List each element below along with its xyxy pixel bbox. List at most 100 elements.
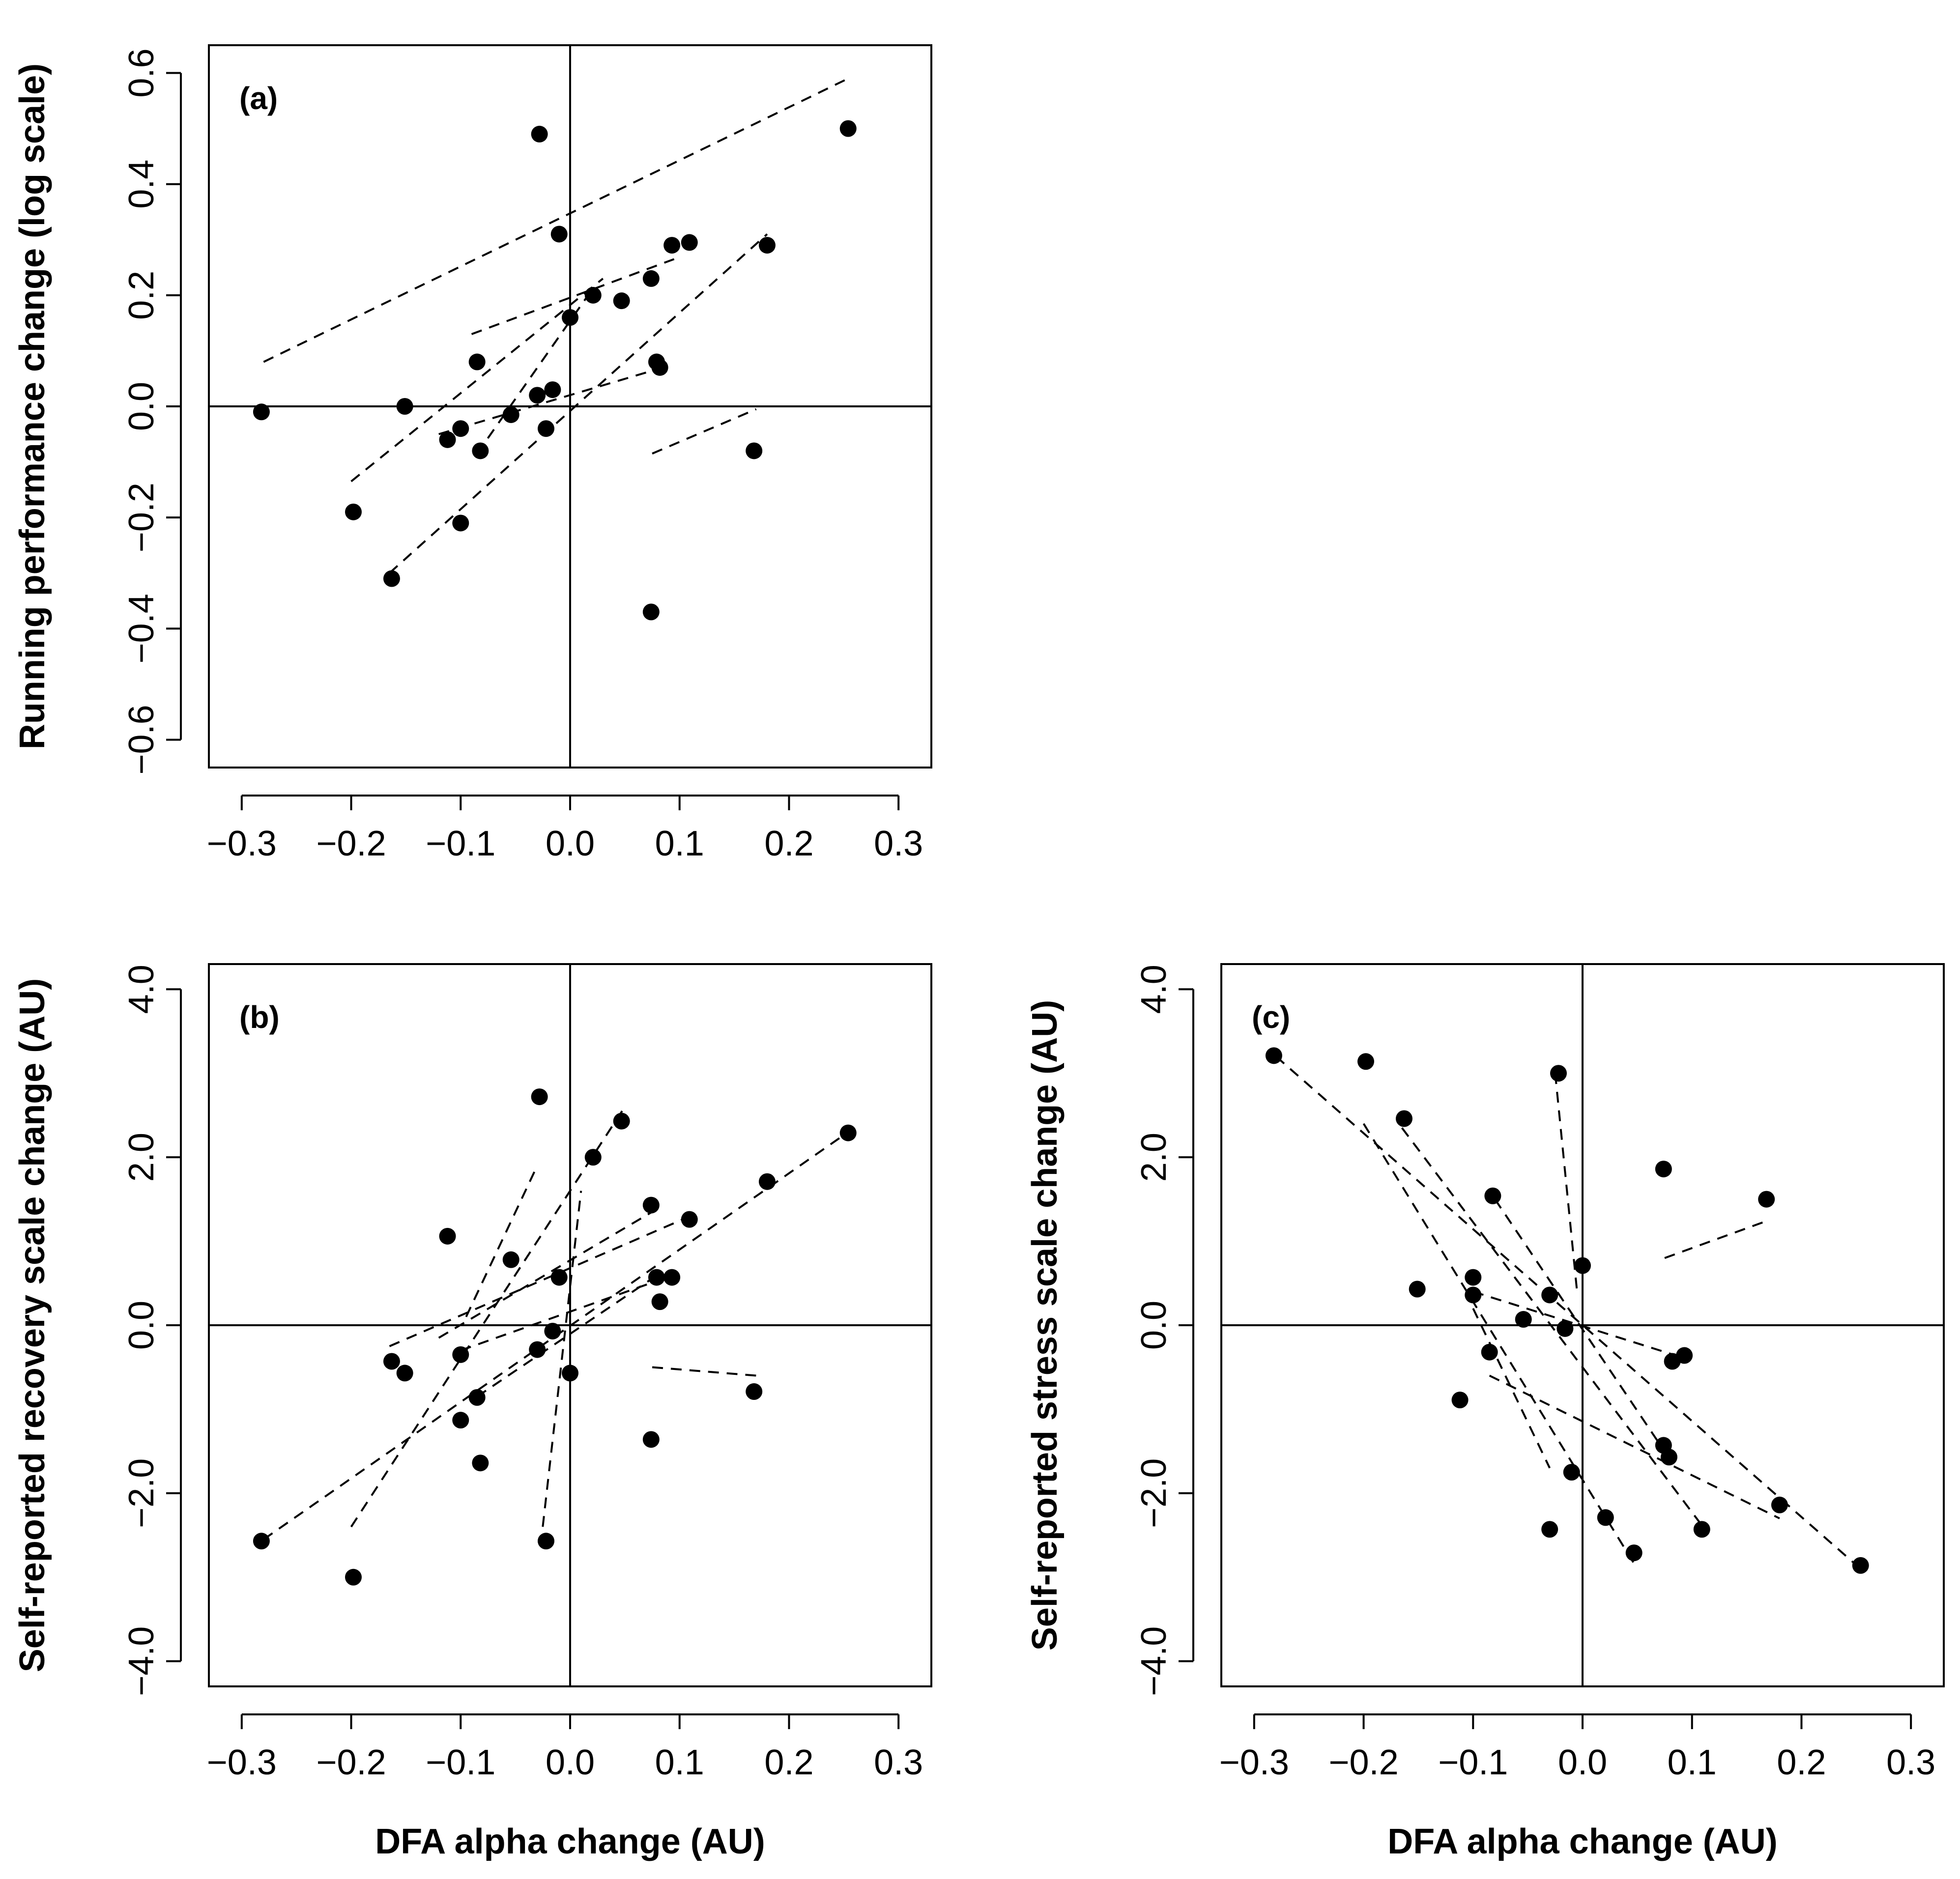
- data-point: [550, 226, 568, 243]
- x-tick-label: 0.1: [655, 824, 704, 863]
- data-point: [1465, 1269, 1482, 1286]
- x-tick-label: −0.3: [207, 1743, 277, 1782]
- individual-fit-line: [438, 1211, 653, 1339]
- individual-fit-line: [1494, 1198, 1671, 1460]
- data-point: [663, 237, 681, 254]
- data-point: [1574, 1257, 1591, 1274]
- data-point: [538, 1533, 554, 1550]
- data-point: [452, 1346, 469, 1363]
- data-point: [1357, 1053, 1374, 1070]
- x-tick-label: −0.2: [316, 824, 386, 863]
- x-tick-label: 0.0: [1558, 1743, 1607, 1782]
- y-tick-label: 2.0: [122, 1133, 161, 1182]
- data-point: [642, 1196, 660, 1214]
- data-point: [468, 353, 486, 370]
- panel-label: (a): [239, 81, 278, 116]
- data-point: [651, 1293, 668, 1310]
- data-point: [584, 1149, 602, 1166]
- individual-fit-line: [263, 78, 849, 363]
- panel-a: −0.3 −0.2 −0.1 0.0 0.1 0.2 0.3 −0.6 −0.4 −0.2 0.0 0…: [13, 44, 932, 863]
- x-tick-label: −0.1: [426, 1743, 495, 1782]
- x-tick-label: 0.0: [546, 824, 595, 863]
- individual-fit-line: [476, 289, 593, 455]
- x-tick-label: −0.1: [1438, 1743, 1508, 1782]
- data-point: [1481, 1343, 1498, 1361]
- data-point: [681, 1211, 698, 1228]
- y-axis-title: Running performance change (log scale): [13, 63, 52, 749]
- x-tick-label: −0.3: [1219, 1743, 1289, 1782]
- panel-c: −0.3 −0.2 −0.1 0.0 0.1 0.2 0.3 −4.0 −2.0 0.0 2.0 4.…: [1025, 963, 1945, 1861]
- data-point: [746, 442, 763, 459]
- data-point: [502, 1251, 519, 1268]
- data-point: [1563, 1464, 1580, 1481]
- data-point: [1484, 1187, 1501, 1204]
- data-point: [396, 398, 413, 415]
- data-point: [1541, 1521, 1558, 1538]
- data-point: [681, 234, 698, 251]
- x-tick-label: 0.2: [764, 1743, 813, 1782]
- individual-fit-line: [652, 408, 757, 455]
- data-point: [1655, 1161, 1672, 1178]
- x-axis-title: DFA alpha change (AU): [375, 1822, 765, 1861]
- y-tick-label: 4.0: [122, 965, 161, 1014]
- y-axis-title: Self-reported stress scale change (AU): [1025, 1000, 1065, 1651]
- data-point: [642, 270, 660, 287]
- data-point: [1771, 1496, 1788, 1513]
- data-point: [439, 1227, 456, 1245]
- x-tick-label: 0.1: [655, 1743, 704, 1782]
- data-point: [1265, 1047, 1282, 1064]
- data-point: [531, 125, 548, 142]
- data-point: [529, 387, 546, 404]
- individual-fit-line: [389, 1215, 691, 1347]
- data-point: [472, 442, 489, 459]
- individual-fit-line: [350, 1106, 626, 1528]
- data-point: [544, 1322, 561, 1339]
- x-axis-title: DFA alpha change (AU): [1387, 1822, 1777, 1861]
- data-point: [1693, 1521, 1710, 1538]
- data-point: [648, 1269, 665, 1286]
- data-point: [253, 403, 270, 421]
- x-tick-label: −0.3: [207, 824, 277, 863]
- individual-fit-line: [1664, 1219, 1769, 1259]
- data-point: [502, 406, 519, 423]
- data-point: [663, 1269, 681, 1286]
- y-tick-label: −4.0: [1134, 1626, 1174, 1696]
- y-tick-label: −0.2: [122, 483, 161, 552]
- data-point: [642, 1431, 660, 1448]
- data-point: [1409, 1281, 1426, 1298]
- data-point: [383, 570, 400, 587]
- data-point: [1676, 1347, 1693, 1364]
- y-tick-label: 0.0: [1134, 1301, 1174, 1350]
- y-axis-title: Self-reported recovery scale change (AU): [13, 978, 52, 1673]
- x-tick-label: 0.2: [764, 824, 813, 863]
- data-point: [1660, 1449, 1677, 1466]
- x-tick-label: 0.2: [1777, 1743, 1826, 1782]
- data-point: [562, 309, 578, 326]
- data-point: [345, 1568, 362, 1586]
- y-tick-label: 0.4: [122, 160, 161, 209]
- y-tick-label: 0.2: [122, 271, 161, 320]
- data-point: [839, 1124, 857, 1141]
- data-point: [1550, 1065, 1567, 1082]
- y-tick-label: −0.6: [122, 705, 161, 774]
- data-point: [452, 420, 469, 437]
- x-tick-label: 0.3: [874, 1743, 923, 1782]
- data-point: [1515, 1311, 1532, 1328]
- data-point: [758, 1173, 776, 1190]
- data-point: [538, 420, 554, 437]
- data-point: [253, 1533, 270, 1550]
- data-point: [758, 237, 776, 254]
- individual-fit-line: [1472, 1308, 1551, 1469]
- data-point: [472, 1454, 489, 1472]
- individual-fit-line: [1401, 1127, 1704, 1528]
- data-point: [1451, 1392, 1469, 1409]
- data-point: [1541, 1286, 1558, 1304]
- data-point: [1852, 1557, 1869, 1574]
- data-point: [651, 359, 668, 376]
- data-point: [544, 381, 561, 399]
- x-tick-label: 0.3: [1886, 1743, 1935, 1782]
- data-point: [642, 603, 660, 621]
- y-tick-label: −0.4: [122, 594, 161, 663]
- x-tick-label: 0.0: [546, 1743, 595, 1782]
- individual-fit-line: [438, 366, 663, 435]
